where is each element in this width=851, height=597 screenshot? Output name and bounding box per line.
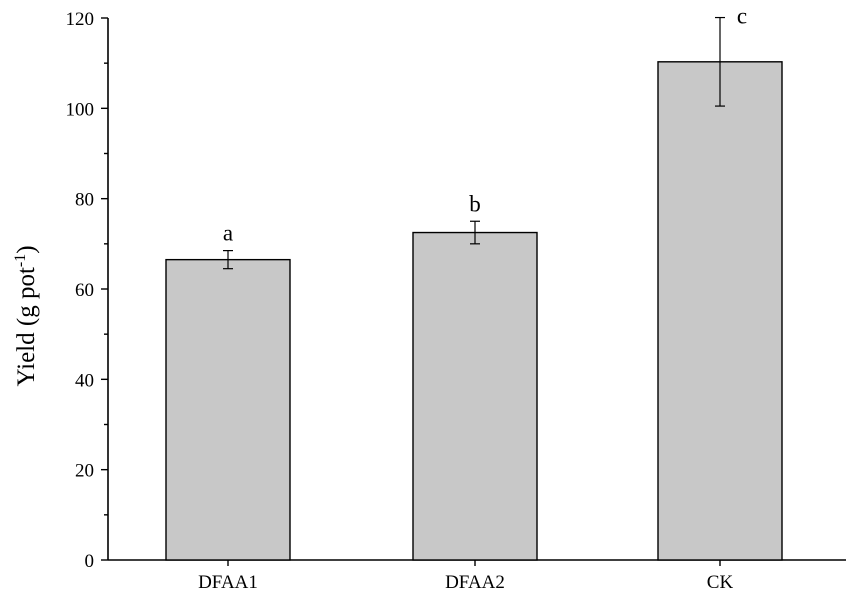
bar-dfaa2 [412, 231, 538, 561]
y-tick-label: 0 [85, 551, 95, 572]
y-axis-title: Yield (g pot-1) [12, 245, 40, 386]
x-tick-label-dfaa1: DFAA1 [198, 572, 258, 593]
y-tick-label: 120 [66, 9, 95, 30]
y-axis-title-superscript: -1 [12, 254, 29, 267]
y-axis-title-close: ) [13, 245, 40, 253]
bar-ck [657, 61, 783, 561]
bar-dfaa1 [165, 258, 291, 561]
y-axis-title-main: Yield (g pot [13, 267, 40, 386]
y-tick-label: 100 [66, 99, 95, 120]
x-tick-label-dfaa2: DFAA2 [445, 572, 505, 593]
y-tick-label: 80 [75, 190, 94, 211]
significance-label-dfaa2: b [469, 191, 481, 216]
significance-label-ck: c [737, 4, 747, 29]
bars [165, 16, 783, 561]
y-tick-label: 60 [75, 280, 94, 301]
significance-label-dfaa1: a [223, 221, 233, 246]
x-tick-label-ck: CK [707, 572, 734, 593]
y-tick-label: 20 [75, 461, 94, 482]
labels: 0 20 40 60 80 100 120 DFAA1 a DFAA2 b CK c [66, 4, 748, 593]
y-tick-label: 40 [75, 370, 94, 391]
